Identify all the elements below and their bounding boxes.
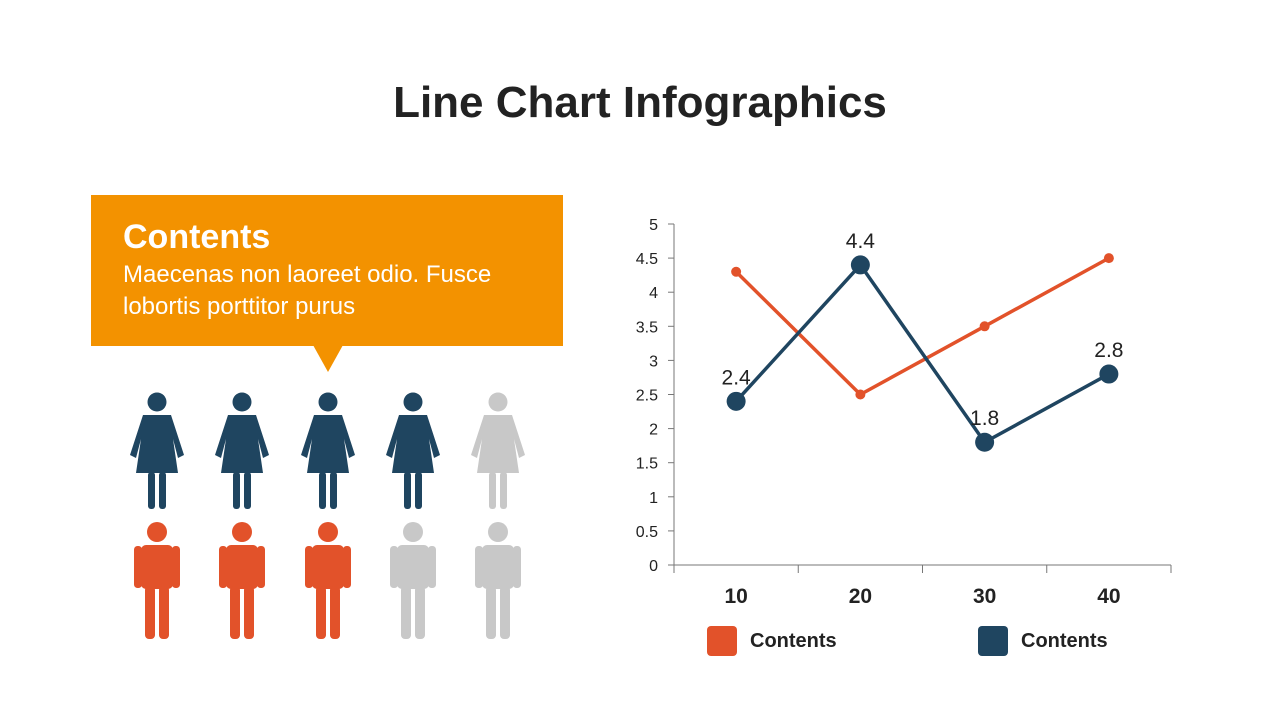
y-tick-label: 2 bbox=[649, 422, 658, 439]
y-tick-label: 4 bbox=[649, 285, 658, 302]
data-label: 2.4 bbox=[722, 366, 752, 389]
callout-pointer bbox=[313, 345, 343, 372]
legend-swatch-navy bbox=[978, 626, 1008, 656]
series-0-point bbox=[855, 389, 866, 400]
y-tick-label: 0 bbox=[649, 558, 658, 575]
y-tick-label: 2.5 bbox=[636, 388, 658, 405]
data-label: 4.4 bbox=[846, 230, 876, 253]
woman-icon bbox=[130, 392, 184, 509]
series-line-0 bbox=[734, 256, 1110, 397]
legend-item-navy: Contents bbox=[978, 626, 1108, 656]
x-tick-label: 20 bbox=[849, 585, 872, 608]
legend-item-orange: Contents bbox=[707, 626, 837, 656]
y-tick-label: 5 bbox=[649, 217, 658, 234]
series-1-point bbox=[1099, 364, 1119, 384]
callout-heading: Contents bbox=[123, 218, 271, 256]
man-icon bbox=[305, 522, 351, 639]
page-title: Line Chart Infographics bbox=[393, 78, 887, 127]
series-line-1 bbox=[734, 262, 1110, 445]
woman-icon bbox=[215, 392, 269, 509]
series-1-point bbox=[850, 255, 870, 275]
legend-label-navy: Contents bbox=[1021, 629, 1108, 652]
man-icon bbox=[134, 522, 180, 639]
y-tick-label: 4.5 bbox=[636, 251, 658, 268]
data-label: 2.8 bbox=[1094, 339, 1123, 362]
legend-label-orange: Contents bbox=[750, 629, 837, 652]
series-1-point bbox=[975, 432, 995, 452]
y-tick-label: 3 bbox=[649, 353, 658, 370]
man-icon bbox=[219, 522, 265, 639]
callout-body: Maecenas non laoreet odio. Fusce loborti… bbox=[123, 261, 492, 320]
woman-icon bbox=[301, 392, 355, 509]
y-tick-label: 3.5 bbox=[636, 319, 658, 336]
x-tick-label: 40 bbox=[1097, 585, 1120, 608]
y-tick-label: 1.5 bbox=[636, 456, 658, 473]
woman-icon bbox=[471, 392, 525, 509]
x-tick-label: 10 bbox=[724, 585, 747, 608]
data-label: 1.8 bbox=[970, 407, 999, 430]
series-0-point bbox=[1103, 253, 1114, 264]
line-chart: 0 0.5 1 1.5 2 2.5 3 3.5 4 4.5 5 10 20 30 40 2.4 4.4 1.8 2.… bbox=[636, 217, 1172, 608]
y-tick-label: 0.5 bbox=[636, 524, 658, 541]
series-0-point bbox=[731, 266, 742, 277]
series-0-point bbox=[979, 321, 990, 332]
woman-icon bbox=[386, 392, 440, 509]
man-icon bbox=[475, 522, 521, 639]
man-icon bbox=[390, 522, 436, 639]
contents-callout: Contents Maecenas non laoreet odio. Fusc… bbox=[91, 195, 563, 346]
legend-swatch-orange bbox=[707, 626, 737, 656]
y-tick-label: 1 bbox=[649, 490, 658, 507]
series-1-point bbox=[726, 391, 746, 411]
x-tick-label: 30 bbox=[973, 585, 996, 608]
